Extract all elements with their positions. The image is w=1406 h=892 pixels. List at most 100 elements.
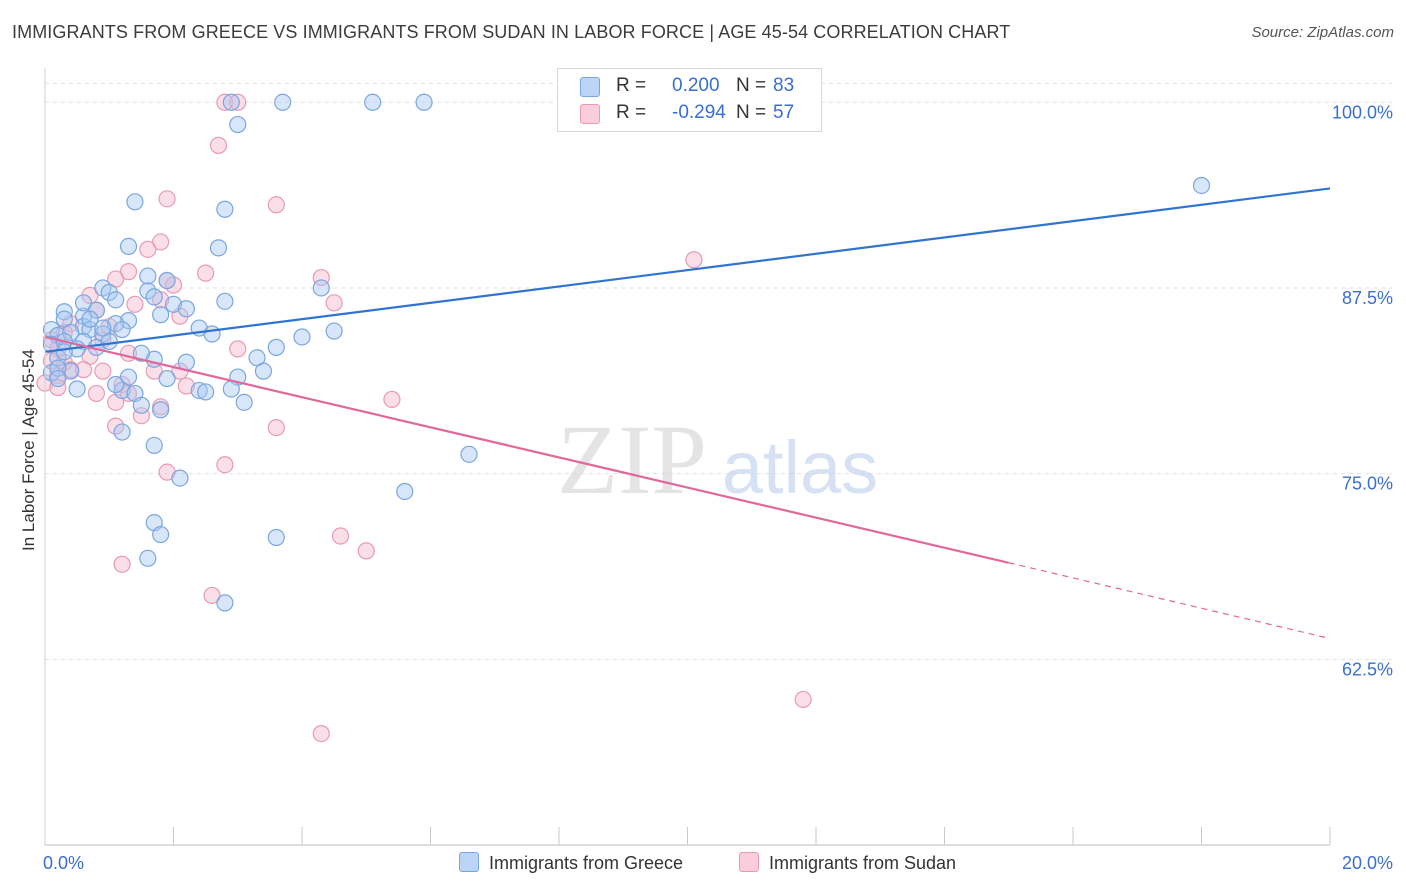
point-sudan <box>794 690 812 709</box>
point-greece <box>145 436 163 455</box>
y-tick-label: 87.5% <box>1342 288 1393 308</box>
point-greece <box>113 423 131 441</box>
point-greece <box>158 271 176 290</box>
point-sudan <box>94 362 112 380</box>
point-greece <box>139 282 157 300</box>
legend-swatch-greece <box>459 852 479 872</box>
point-greece <box>62 362 80 380</box>
point-greece <box>364 93 382 111</box>
point-greece <box>216 594 234 612</box>
axis-layer <box>44 68 1331 846</box>
point-greece <box>152 525 170 544</box>
correlation-legend: R = 0.200 N = 83 R = -0.294 N = 57 <box>557 68 822 132</box>
point-greece <box>113 381 131 400</box>
point-greece <box>312 279 330 297</box>
point-greece <box>55 343 73 361</box>
point-greece <box>81 310 99 328</box>
trend-line-sudan-extrapolated <box>1008 562 1331 640</box>
point-sudan <box>158 190 176 208</box>
legend-n-label: N = <box>736 75 767 96</box>
point-greece <box>119 237 138 255</box>
point-sudan <box>229 340 247 358</box>
point-sudan <box>177 377 195 395</box>
trend-layer <box>44 187 1331 640</box>
point-greece <box>222 93 240 111</box>
legend-r-value: 0.200 <box>672 75 720 96</box>
trend-line-sudan <box>44 335 1010 564</box>
point-greece <box>164 295 183 313</box>
point-greece <box>119 312 138 330</box>
point-greece <box>171 469 189 487</box>
point-greece <box>62 323 80 342</box>
point-greece <box>254 362 273 380</box>
point-greece <box>132 344 150 362</box>
point-greece <box>107 375 125 394</box>
point-greece <box>197 383 215 401</box>
point-sudan <box>209 136 228 154</box>
point-greece <box>177 300 195 318</box>
point-greece <box>107 315 125 333</box>
point-sudan <box>152 233 170 251</box>
legend-swatch-blue <box>580 77 600 97</box>
point-greece <box>222 380 240 398</box>
point-sudan <box>49 378 67 397</box>
watermark-zip: ZIP <box>557 404 707 515</box>
legend-n-value: 57 <box>773 102 795 123</box>
point-sudan <box>216 456 234 474</box>
point-sudan <box>197 264 215 282</box>
point-greece <box>415 93 433 111</box>
legend-r-value: -0.294 <box>672 102 726 123</box>
point-sudan <box>126 295 144 313</box>
legend-r-label: R = <box>616 102 647 123</box>
point-sudan <box>203 586 221 605</box>
point-sudan <box>216 93 234 111</box>
point-sudan <box>357 542 375 560</box>
point-sudan <box>331 527 350 545</box>
legend-swatch-sudan <box>739 852 759 872</box>
point-greece <box>139 549 157 567</box>
y-axis-label: In Labor Force | Age 45-54 <box>19 349 38 551</box>
point-greece <box>74 294 93 312</box>
legend-label-sudan: Immigrants from Sudan <box>769 853 957 873</box>
point-greece <box>267 528 285 547</box>
point-greece <box>325 322 343 340</box>
point-sudan <box>267 196 285 214</box>
y-tick-label: 100.0% <box>1332 102 1393 122</box>
point-greece <box>94 319 112 337</box>
point-sudan <box>312 724 330 743</box>
point-sudan <box>267 418 285 437</box>
point-greece <box>107 291 125 309</box>
point-sudan <box>685 251 703 269</box>
y-tick-label: 62.5% <box>1342 659 1393 679</box>
point-sudan <box>119 263 138 281</box>
legend-item-sudan: Immigrants from Sudan <box>739 852 956 874</box>
point-greece <box>158 369 176 388</box>
point-greece <box>190 381 208 400</box>
point-sudan <box>325 294 343 312</box>
trend-line-greece <box>44 187 1331 353</box>
point-greece <box>126 193 144 211</box>
watermark-atlas: atlas <box>722 426 878 509</box>
point-sudan <box>107 417 125 435</box>
x-tick-label: 0.0% <box>43 853 84 873</box>
point-sudan <box>139 240 157 258</box>
point-greece <box>152 401 170 419</box>
points-layer <box>36 93 1211 743</box>
point-sudan <box>113 555 131 573</box>
y-tick-label: 75.0% <box>1342 474 1393 494</box>
point-greece <box>274 93 292 111</box>
point-greece <box>460 445 478 463</box>
legend-n-label: N = <box>736 102 767 123</box>
point-greece <box>203 325 221 343</box>
tick-label-layer: 62.5% 75.0% 87.5% 100.0% 0.0% 20.0% <box>43 102 1393 873</box>
point-greece <box>267 338 285 356</box>
point-sudan <box>383 390 401 408</box>
legend-label-greece: Immigrants from Greece <box>489 853 684 873</box>
point-greece <box>49 369 67 388</box>
grid-layer <box>45 82 1392 660</box>
point-greece <box>68 380 86 398</box>
point-greece <box>145 288 163 306</box>
point-sudan <box>74 361 93 379</box>
point-greece <box>209 239 228 257</box>
